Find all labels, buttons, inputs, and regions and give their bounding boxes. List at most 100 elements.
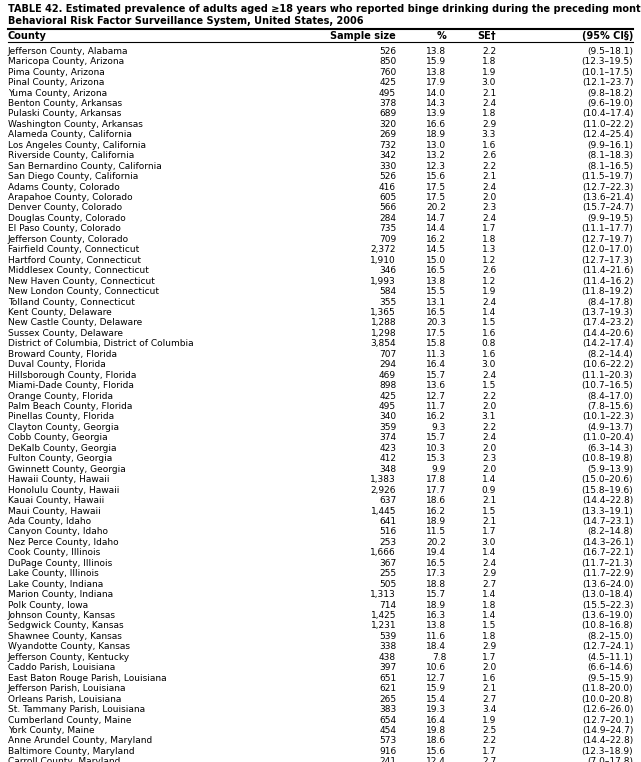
Text: Hillsborough County, Florida: Hillsborough County, Florida bbox=[8, 370, 136, 379]
Text: 898: 898 bbox=[379, 381, 396, 390]
Text: 3.0: 3.0 bbox=[482, 538, 496, 547]
Text: 2.4: 2.4 bbox=[482, 559, 496, 568]
Text: 16.4: 16.4 bbox=[426, 360, 446, 370]
Text: 707: 707 bbox=[379, 350, 396, 359]
Text: 1.8: 1.8 bbox=[482, 235, 496, 244]
Text: (8.4–17.0): (8.4–17.0) bbox=[587, 392, 633, 401]
Text: Kent County, Delaware: Kent County, Delaware bbox=[8, 308, 112, 317]
Text: 2.7: 2.7 bbox=[482, 580, 496, 589]
Text: San Diego County, California: San Diego County, California bbox=[8, 172, 138, 181]
Text: 10.6: 10.6 bbox=[426, 663, 446, 672]
Text: Pinellas County, Florida: Pinellas County, Florida bbox=[8, 412, 114, 421]
Text: 16.2: 16.2 bbox=[426, 412, 446, 421]
Text: 1,993: 1,993 bbox=[370, 277, 396, 286]
Text: 378: 378 bbox=[379, 99, 396, 108]
Text: 2.1: 2.1 bbox=[482, 496, 496, 505]
Text: 3.0: 3.0 bbox=[482, 360, 496, 370]
Text: Pulaski County, Arkansas: Pulaski County, Arkansas bbox=[8, 110, 121, 118]
Text: (5.9–13.9): (5.9–13.9) bbox=[587, 465, 633, 474]
Text: 17.9: 17.9 bbox=[426, 78, 446, 87]
Text: (15.7–24.7): (15.7–24.7) bbox=[582, 203, 633, 213]
Text: 454: 454 bbox=[379, 726, 396, 735]
Text: 516: 516 bbox=[379, 527, 396, 536]
Text: 10.3: 10.3 bbox=[426, 443, 446, 453]
Text: 2.6: 2.6 bbox=[482, 151, 496, 160]
Text: DuPage County, Illinois: DuPage County, Illinois bbox=[8, 559, 112, 568]
Text: 17.7: 17.7 bbox=[426, 485, 446, 495]
Text: 9.3: 9.3 bbox=[432, 423, 446, 432]
Text: 15.5: 15.5 bbox=[426, 287, 446, 296]
Text: 9.9: 9.9 bbox=[432, 465, 446, 474]
Text: Duval County, Florida: Duval County, Florida bbox=[8, 360, 105, 370]
Text: 348: 348 bbox=[379, 465, 396, 474]
Text: 2.9: 2.9 bbox=[482, 120, 496, 129]
Text: 340: 340 bbox=[379, 412, 396, 421]
Text: (13.6–21.4): (13.6–21.4) bbox=[582, 193, 633, 202]
Text: 689: 689 bbox=[379, 110, 396, 118]
Text: 1.8: 1.8 bbox=[482, 110, 496, 118]
Text: Marion County, Indiana: Marion County, Indiana bbox=[8, 590, 113, 599]
Text: (4.9–13.7): (4.9–13.7) bbox=[587, 423, 633, 432]
Text: 423: 423 bbox=[379, 443, 396, 453]
Text: 412: 412 bbox=[379, 454, 396, 463]
Text: (12.0–17.0): (12.0–17.0) bbox=[581, 245, 633, 255]
Text: 2.1: 2.1 bbox=[482, 172, 496, 181]
Text: 15.7: 15.7 bbox=[426, 370, 446, 379]
Text: (6.6–14.6): (6.6–14.6) bbox=[587, 663, 633, 672]
Text: 651: 651 bbox=[379, 674, 396, 683]
Text: 1.2: 1.2 bbox=[482, 256, 496, 264]
Text: 637: 637 bbox=[379, 496, 396, 505]
Text: Fulton County, Georgia: Fulton County, Georgia bbox=[8, 454, 112, 463]
Text: (7.0–17.8): (7.0–17.8) bbox=[587, 757, 633, 762]
Text: 2.4: 2.4 bbox=[482, 214, 496, 223]
Text: 1.5: 1.5 bbox=[482, 319, 496, 328]
Text: 342: 342 bbox=[379, 151, 396, 160]
Text: 359: 359 bbox=[379, 423, 396, 432]
Text: Maui County, Hawaii: Maui County, Hawaii bbox=[8, 507, 101, 516]
Text: Adams County, Colorado: Adams County, Colorado bbox=[8, 183, 119, 191]
Text: (11.7–21.3): (11.7–21.3) bbox=[581, 559, 633, 568]
Text: %: % bbox=[437, 31, 446, 41]
Text: 641: 641 bbox=[379, 517, 396, 526]
Text: 20.2: 20.2 bbox=[426, 203, 446, 213]
Text: 12.7: 12.7 bbox=[426, 392, 446, 401]
Text: San Bernardino County, California: San Bernardino County, California bbox=[8, 162, 162, 171]
Text: Nez Perce County, Idaho: Nez Perce County, Idaho bbox=[8, 538, 119, 547]
Text: Polk County, Iowa: Polk County, Iowa bbox=[8, 600, 88, 610]
Text: 1,231: 1,231 bbox=[370, 622, 396, 630]
Text: Kauai County, Hawaii: Kauai County, Hawaii bbox=[8, 496, 104, 505]
Text: (12.7–20.1): (12.7–20.1) bbox=[582, 716, 633, 725]
Text: Jefferson County, Kentucky: Jefferson County, Kentucky bbox=[8, 653, 130, 662]
Text: 2.3: 2.3 bbox=[482, 454, 496, 463]
Text: 241: 241 bbox=[379, 757, 396, 762]
Text: 17.5: 17.5 bbox=[426, 193, 446, 202]
Text: 15.0: 15.0 bbox=[426, 256, 446, 264]
Text: (9.9–16.1): (9.9–16.1) bbox=[587, 141, 633, 150]
Text: Fairfield County, Connecticut: Fairfield County, Connecticut bbox=[8, 245, 139, 255]
Text: SE†: SE† bbox=[478, 31, 496, 41]
Text: Douglas County, Colorado: Douglas County, Colorado bbox=[8, 214, 126, 223]
Text: 1.6: 1.6 bbox=[482, 329, 496, 338]
Text: Broward County, Florida: Broward County, Florida bbox=[8, 350, 117, 359]
Text: 1.5: 1.5 bbox=[482, 381, 496, 390]
Text: 1.5: 1.5 bbox=[482, 507, 496, 516]
Text: 526: 526 bbox=[379, 46, 396, 56]
Text: (8.1–18.3): (8.1–18.3) bbox=[587, 151, 633, 160]
Text: (9.9–19.5): (9.9–19.5) bbox=[587, 214, 633, 223]
Text: (10.8–19.8): (10.8–19.8) bbox=[581, 454, 633, 463]
Text: Wyandotte County, Kansas: Wyandotte County, Kansas bbox=[8, 642, 129, 652]
Text: 1.7: 1.7 bbox=[482, 527, 496, 536]
Text: East Baton Rouge Parish, Louisiana: East Baton Rouge Parish, Louisiana bbox=[8, 674, 166, 683]
Text: Hawaii County, Hawaii: Hawaii County, Hawaii bbox=[8, 475, 109, 484]
Text: 2,372: 2,372 bbox=[370, 245, 396, 255]
Text: 18.6: 18.6 bbox=[426, 736, 446, 745]
Text: (12.1–23.7): (12.1–23.7) bbox=[582, 78, 633, 87]
Text: 1.6: 1.6 bbox=[482, 674, 496, 683]
Text: 16.5: 16.5 bbox=[426, 308, 446, 317]
Text: 2.7: 2.7 bbox=[482, 695, 496, 703]
Text: 2.4: 2.4 bbox=[482, 183, 496, 191]
Text: 416: 416 bbox=[379, 183, 396, 191]
Text: 11.7: 11.7 bbox=[426, 402, 446, 411]
Text: 3.1: 3.1 bbox=[482, 412, 496, 421]
Text: (8.4–17.8): (8.4–17.8) bbox=[587, 297, 633, 306]
